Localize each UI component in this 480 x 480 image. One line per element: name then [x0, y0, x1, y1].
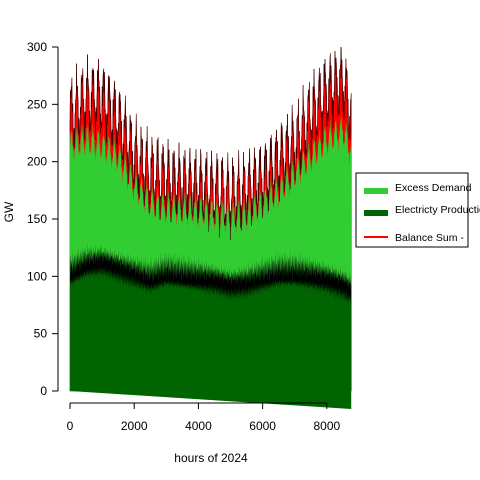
- y-tick-label: 0: [40, 384, 47, 398]
- electricity-production-area: [70, 263, 352, 409]
- legend-label-excess-demand: Excess Demand: [395, 182, 472, 194]
- x-tick-label: 2000: [121, 419, 148, 433]
- x-tick-label: 8000: [313, 419, 340, 433]
- balance-sum-line: [69, 47, 352, 240]
- x-tick-label: 4000: [185, 419, 212, 433]
- y-tick-label: 300: [27, 40, 47, 54]
- legend-label-balance-sum: Balance Sum -: [395, 232, 464, 244]
- y-tick-label: 250: [27, 97, 47, 111]
- x-axis: 0 2000 4000 6000 8000: [67, 402, 341, 433]
- y-axis: 0 50 100 150 200 250 300: [27, 40, 59, 398]
- y-tick-label: 150: [27, 212, 47, 226]
- y-tick-label: 200: [27, 155, 47, 169]
- y-axis-label: GW: [2, 201, 16, 222]
- legend-label-electricity-production: Electricty Production: [395, 204, 480, 216]
- plot-area: [69, 47, 352, 409]
- x-tick-label: 6000: [249, 419, 276, 433]
- y-tick-label: 50: [34, 327, 48, 341]
- y-tick-label: 100: [27, 269, 47, 283]
- legend: Excess Demand Electricty Production Bala…: [355, 172, 480, 248]
- x-axis-label: hours of 2024: [174, 451, 248, 465]
- x-tick-label: 0: [67, 419, 74, 433]
